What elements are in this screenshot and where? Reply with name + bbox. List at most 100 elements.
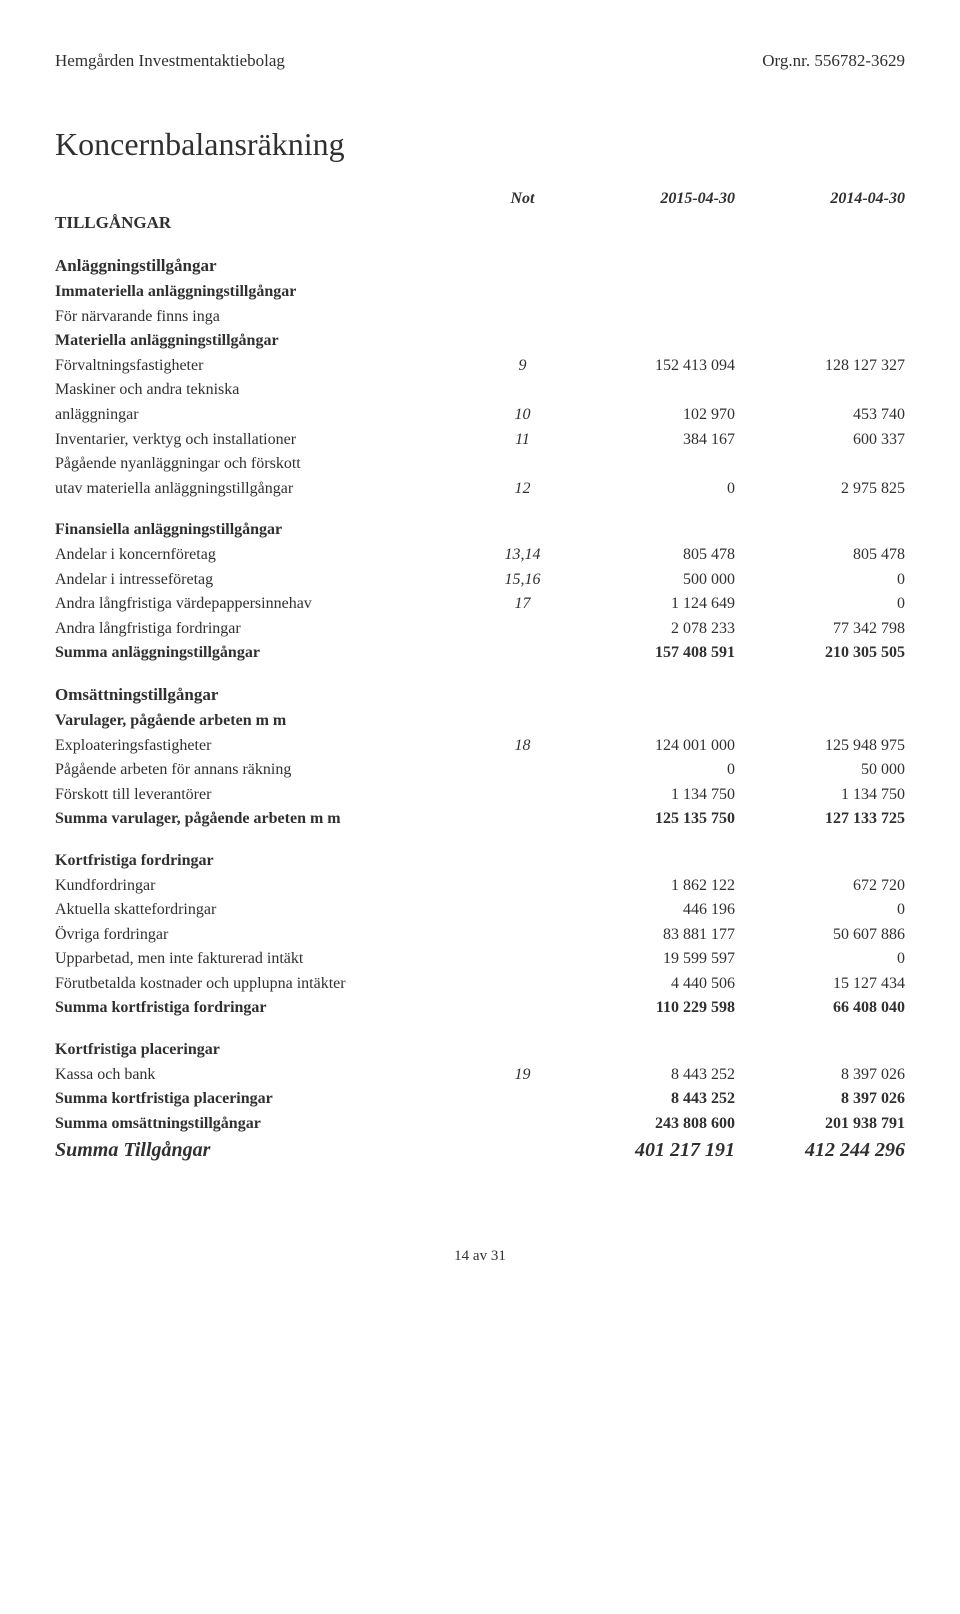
row-value: 0: [565, 476, 735, 501]
row-value: 77 342 798: [735, 616, 905, 641]
table-row: Andra långfristiga fordringar 2 078 233 …: [55, 616, 905, 641]
table-row: Pågående nyanläggningar och förskott: [55, 452, 905, 477]
table-row: anläggningar 10 102 970 453 740: [55, 403, 905, 428]
row-label: Kundfordringar: [55, 873, 480, 898]
row-value: 66 408 040: [735, 996, 905, 1021]
table-row: Andra långfristiga värdepappersinnehav 1…: [55, 592, 905, 617]
row-note: 10: [480, 403, 565, 428]
sub-immateriella: Immateriella anläggningstillgångar: [55, 280, 480, 305]
row-value: 83 881 177: [565, 922, 735, 947]
row-value: 412 244 296: [735, 1136, 905, 1166]
table-row: Förutbetalda kostnader och upplupna intä…: [55, 971, 905, 996]
row-label: Inventarier, verktyg och installationer: [55, 427, 480, 452]
row-value: 1 134 750: [565, 782, 735, 807]
row-label: Pågående nyanläggningar och förskott: [55, 452, 480, 477]
page-footer: 14 av 31: [55, 1246, 905, 1266]
sub-varulager: Varulager, pågående arbeten m m: [55, 708, 480, 733]
page-title: Koncernbalansräkning: [55, 123, 905, 166]
table-row: Pågående arbeten för annans räkning 0 50…: [55, 758, 905, 783]
row-value: 201 938 791: [735, 1111, 905, 1136]
sub-finansiella: Finansiella anläggningstillgångar: [55, 518, 480, 543]
row-value: 8 443 252: [565, 1062, 735, 1087]
row-value: 243 808 600: [565, 1111, 735, 1136]
sum-kortfristiga-placeringar-row: Summa kortfristiga placeringar 8 443 252…: [55, 1087, 905, 1112]
table-row: Maskiner och andra tekniska: [55, 378, 905, 403]
row-label: Andra långfristiga fordringar: [55, 616, 480, 641]
row-value: 102 970: [565, 403, 735, 428]
table-row: Förskott till leverantörer 1 134 750 1 1…: [55, 782, 905, 807]
row-value: 8 443 252: [565, 1087, 735, 1112]
row-value: 125 135 750: [565, 807, 735, 832]
row-note: 18: [480, 733, 565, 758]
table-row: Inventarier, verktyg och installationer …: [55, 427, 905, 452]
row-label: Pågående arbeten för annans räkning: [55, 758, 480, 783]
row-value: 672 720: [735, 873, 905, 898]
row-label: Summa kortfristiga placeringar: [55, 1087, 480, 1112]
row-value: 157 408 591: [565, 641, 735, 666]
row-label: Andelar i intresseföretag: [55, 567, 480, 592]
section-tillgangar: TILLGÅNGAR: [55, 211, 480, 237]
row-note: 13,14: [480, 543, 565, 568]
col-note-header: Not: [480, 186, 565, 211]
row-value: 127 133 725: [735, 807, 905, 832]
row-value: 124 001 000: [565, 733, 735, 758]
sum-kortfristiga-fordringar-row: Summa kortfristiga fordringar 110 229 59…: [55, 996, 905, 1021]
row-note: 15,16: [480, 567, 565, 592]
balance-sheet-table: Not 2015-04-30 2014-04-30 TILLGÅNGAR Anl…: [55, 186, 905, 1166]
table-row: Andelar i koncernföretag 13,14 805 478 8…: [55, 543, 905, 568]
row-value: 0: [735, 567, 905, 592]
grand-total-row: Summa Tillgångar 401 217 191 412 244 296: [55, 1136, 905, 1166]
row-note: 9: [480, 353, 565, 378]
row-value: 0: [735, 592, 905, 617]
row-label: utav materiella anläggningstillgångar: [55, 476, 480, 501]
row-value: 4 440 506: [565, 971, 735, 996]
section-anlaggning: Anläggningstillgångar: [55, 254, 480, 280]
row-label: Exploateringsfastigheter: [55, 733, 480, 758]
row-value: 152 413 094: [565, 353, 735, 378]
row-value: 384 167: [565, 427, 735, 452]
row-label: Upparbetad, men inte fakturerad intäkt: [55, 947, 480, 972]
row-value: 1 134 750: [735, 782, 905, 807]
row-value: 0: [735, 898, 905, 923]
table-row: Upparbetad, men inte fakturerad intäkt 1…: [55, 947, 905, 972]
row-value: 1 862 122: [565, 873, 735, 898]
table-row: Aktuella skattefordringar 446 196 0: [55, 898, 905, 923]
row-note: 11: [480, 427, 565, 452]
row-label: För närvarande finns inga: [55, 304, 480, 329]
page-header: Hemgården Investmentaktiebolag Org.nr. 5…: [55, 50, 905, 73]
org-number: Org.nr. 556782-3629: [762, 50, 905, 73]
row-value: 110 229 598: [565, 996, 735, 1021]
row-value: 128 127 327: [735, 353, 905, 378]
row-value: 805 478: [735, 543, 905, 568]
row-value: 0: [565, 758, 735, 783]
row-label: Maskiner och andra tekniska: [55, 378, 480, 403]
row-value: 125 948 975: [735, 733, 905, 758]
row-label: Summa kortfristiga fordringar: [55, 996, 480, 1021]
sum-anlaggning-row: Summa anläggningstillgångar 157 408 591 …: [55, 641, 905, 666]
table-row: utav materiella anläggningstillgångar 12…: [55, 476, 905, 501]
row-label: Andra långfristiga värdepappersinnehav: [55, 592, 480, 617]
table-row: Exploateringsfastigheter 18 124 001 000 …: [55, 733, 905, 758]
row-note: 17: [480, 592, 565, 617]
row-value: 19 599 597: [565, 947, 735, 972]
col-date1-header: 2015-04-30: [565, 186, 735, 211]
row-value: 500 000: [565, 567, 735, 592]
sub-kortfristiga-placeringar: Kortfristiga placeringar: [55, 1038, 480, 1063]
row-value: 401 217 191: [565, 1136, 735, 1166]
row-value: 453 740: [735, 403, 905, 428]
row-label: Summa Tillgångar: [55, 1136, 480, 1166]
row-value: 50 000: [735, 758, 905, 783]
row-label: Summa omsättningstillgångar: [55, 1111, 480, 1136]
table-row: Andelar i intresseföretag 15,16 500 000 …: [55, 567, 905, 592]
row-label: Summa anläggningstillgångar: [55, 641, 480, 666]
row-note: 12: [480, 476, 565, 501]
sum-varulager-row: Summa varulager, pågående arbeten m m 12…: [55, 807, 905, 832]
table-row: Kundfordringar 1 862 122 672 720: [55, 873, 905, 898]
row-value: 50 607 886: [735, 922, 905, 947]
row-value: 446 196: [565, 898, 735, 923]
row-label: Aktuella skattefordringar: [55, 898, 480, 923]
row-value: 1 124 649: [565, 592, 735, 617]
row-label: Summa varulager, pågående arbeten m m: [55, 807, 480, 832]
row-value: 2 078 233: [565, 616, 735, 641]
row-value: 2 975 825: [735, 476, 905, 501]
